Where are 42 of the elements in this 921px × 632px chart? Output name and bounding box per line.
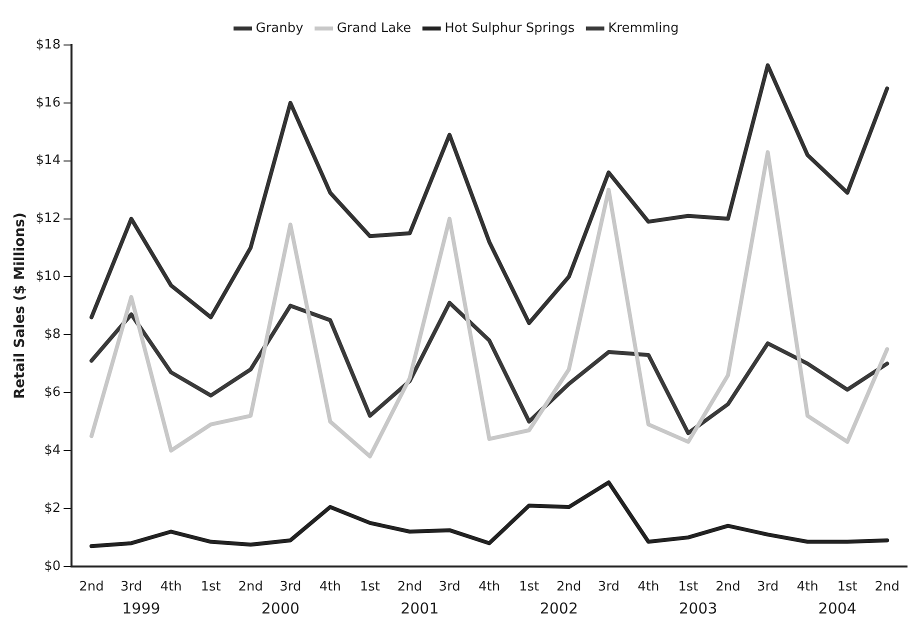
x-tick-label: 3rd	[120, 580, 142, 595]
y-tick-label: $2	[44, 500, 61, 516]
text: 2004	[818, 599, 856, 618]
x-tick-label: 2nd	[716, 580, 740, 595]
x-tick-label: 1st	[200, 580, 221, 595]
x-tick-label: 3rd	[280, 580, 302, 595]
y-tick-label: $4	[44, 442, 61, 458]
legend-label: Hot Sulphur Springs	[444, 20, 575, 36]
y-axis-title: Retail Sales ($ Millions)	[12, 212, 28, 399]
legend-label: Kremmling	[608, 20, 679, 36]
y-tick-label: $12	[36, 211, 61, 226]
y-tick-label: $18	[36, 37, 61, 52]
legend-label: Grand Lake	[336, 20, 412, 36]
x-tick-label: 3rd	[438, 580, 460, 595]
x-tick-label: 2nd	[556, 580, 582, 595]
x-tick-label: 4th	[319, 580, 341, 595]
y-tick-label: $0	[44, 558, 61, 574]
x-tick-label: 2nd	[874, 580, 900, 595]
x-tick-label: 2nd	[397, 580, 422, 595]
x-tick-label: 1st	[360, 580, 380, 595]
text: 1999	[122, 599, 160, 618]
y-tick-label: $14	[36, 153, 61, 168]
x-tick-label: 3rd	[598, 580, 620, 595]
text: 2003	[679, 599, 718, 618]
x-tick-label: 4th	[478, 580, 500, 595]
y-tick-label: $8	[44, 327, 61, 342]
x-tick-label: 2nd	[238, 580, 264, 595]
y-tick-label: $10	[36, 269, 61, 284]
text: 2000	[261, 599, 300, 618]
text: 2002	[540, 599, 578, 618]
x-tick-label: 1st	[837, 580, 858, 595]
x-tick-label: 4th	[796, 580, 818, 595]
x-tick-label: 4th	[160, 580, 182, 595]
x-tick-label: 4th	[638, 580, 660, 595]
y-tick-label: $6	[44, 384, 61, 400]
x-tick-label: 3rd	[756, 580, 779, 595]
y-tick-label: $16	[36, 95, 61, 110]
legend-label: Granby	[256, 20, 304, 36]
x-tick-label: 2nd	[79, 580, 104, 595]
text: 2001	[400, 599, 439, 618]
x-tick-label: 1st	[519, 580, 540, 595]
x-tick-label: 1st	[678, 580, 698, 595]
